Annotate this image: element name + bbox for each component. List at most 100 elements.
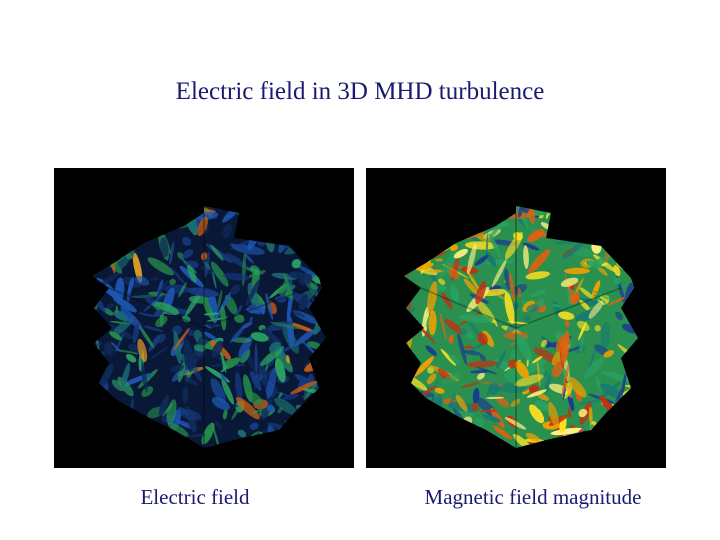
turbulence-streak <box>160 237 169 258</box>
turbulence-streak <box>266 404 275 413</box>
turbulence-streak <box>496 293 505 300</box>
turbulence-streak <box>588 406 593 424</box>
turbulence-streak <box>450 284 460 303</box>
turbulence-streak <box>254 343 258 374</box>
turbulence-streak <box>588 300 604 319</box>
turbulence-streak <box>237 429 247 438</box>
turbulence-streak <box>178 282 187 298</box>
turbulence-streak <box>621 373 627 396</box>
turbulence-streak <box>143 294 165 312</box>
turbulence-streak <box>515 333 533 362</box>
turbulence-streak <box>496 396 510 408</box>
turbulence-streak <box>440 348 456 366</box>
turbulence-streak <box>439 312 447 341</box>
turbulence-streak <box>177 252 185 260</box>
turbulence-streak <box>115 349 139 355</box>
turbulence-streak <box>220 373 227 383</box>
turbulence-streak <box>474 417 485 427</box>
turbulence-streak <box>250 332 269 342</box>
turbulence-streak <box>260 395 273 420</box>
turbulence-streak <box>203 331 217 340</box>
turbulence-streak <box>459 328 468 336</box>
turbulence-streak <box>274 397 298 416</box>
turbulence-streak <box>148 345 169 361</box>
turbulence-streak <box>613 277 621 285</box>
turbulence-streak <box>274 295 287 303</box>
turbulence-streak <box>496 350 507 369</box>
turbulence-streak <box>415 262 434 271</box>
turbulence-streak <box>290 380 318 395</box>
turbulence-streak <box>249 316 253 323</box>
turbulence-streak <box>196 335 209 347</box>
turbulence-streak <box>434 258 443 262</box>
turbulence-streak <box>477 372 485 380</box>
turbulence-streak <box>485 396 505 400</box>
turbulence-streak <box>466 360 498 368</box>
panel-caption: Magnetic field magnitude <box>424 485 642 509</box>
turbulence-streak <box>464 345 474 349</box>
turbulence-streak <box>277 407 283 414</box>
turbulence-streak <box>579 287 595 300</box>
turbulence-streak <box>205 324 212 329</box>
turbulence-streak <box>193 344 206 352</box>
turbulence-streak <box>266 367 277 399</box>
turbulence-streak <box>508 272 516 303</box>
turbulence-streak <box>103 342 115 356</box>
turbulence-streak <box>250 265 261 275</box>
turbulence-streak <box>489 233 501 258</box>
turbulence-streak <box>471 403 480 411</box>
turbulence-streak <box>115 305 118 314</box>
turbulence-streak <box>457 332 467 366</box>
turbulence-streak <box>553 241 577 245</box>
turbulence-streak <box>169 241 175 265</box>
turbulence-streak <box>203 429 212 437</box>
turbulence-streak <box>155 333 166 344</box>
turbulence-streak <box>294 329 316 346</box>
turbulence-streak <box>476 366 498 375</box>
turbulence-streak <box>265 292 274 321</box>
turbulence-streak <box>593 290 617 304</box>
turbulence-streak <box>274 358 286 383</box>
turbulence-streak <box>181 315 191 323</box>
turbulence-streak <box>513 232 523 241</box>
turbulence-streak <box>607 296 627 306</box>
turbulence-streak <box>278 392 283 399</box>
turbulence-streak <box>591 280 601 299</box>
turbulence-streak <box>440 249 458 278</box>
turbulence-streak <box>210 244 224 261</box>
turbulence-streak <box>421 306 430 337</box>
cube-edge <box>108 287 310 329</box>
turbulence-streak <box>187 433 208 437</box>
turbulence-streak <box>211 340 224 358</box>
turbulence-streak <box>114 277 125 303</box>
turbulence-streak <box>187 264 197 283</box>
turbulence-streak <box>270 322 303 330</box>
turbulence-streak <box>298 294 309 311</box>
turbulence-streak <box>615 311 623 321</box>
turbulence-streak <box>579 299 591 312</box>
turbulence-streak <box>187 358 198 370</box>
turbulence-streak <box>504 291 515 325</box>
turbulence-streak <box>306 341 322 349</box>
magnetic-field-image <box>366 168 666 468</box>
turbulence-streak <box>564 319 570 328</box>
turbulence-streak <box>166 399 177 425</box>
turbulence-streak <box>141 362 148 393</box>
turbulence-streak <box>137 338 148 363</box>
turbulence-streak <box>528 249 551 274</box>
turbulence-streak <box>200 252 208 261</box>
turbulence-streak <box>455 394 468 412</box>
turbulence-streak <box>230 238 254 250</box>
turbulence-streak <box>268 341 282 353</box>
turbulence-streak <box>613 265 621 277</box>
turbulence-streak <box>434 387 445 394</box>
turbulence-streak <box>527 229 545 242</box>
turbulence-streak <box>222 272 250 281</box>
turbulence-streak <box>450 244 458 252</box>
turbulence-streak <box>561 331 570 364</box>
turbulence-streak <box>295 264 320 278</box>
turbulence-streak <box>595 376 602 392</box>
turbulence-streak <box>210 378 226 403</box>
turbulence-streak <box>460 381 480 389</box>
turbulence-streak <box>150 276 160 281</box>
